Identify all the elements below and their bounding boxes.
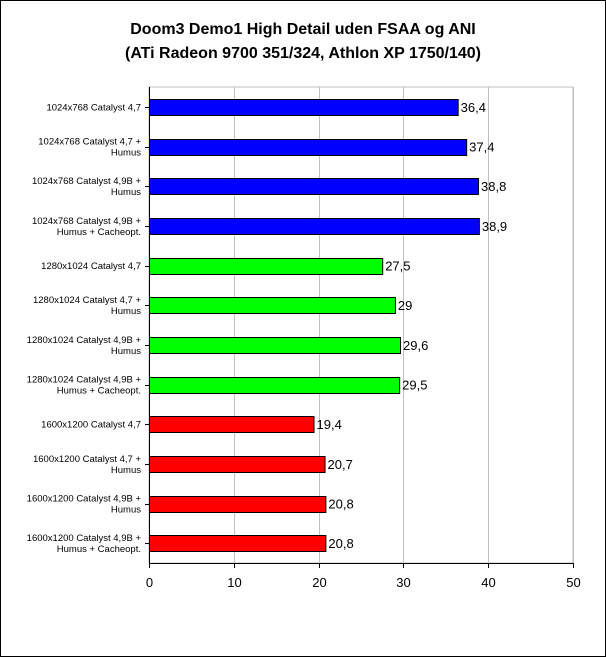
category-label: Humus + Cacheopt. <box>57 544 141 555</box>
category-label: 1280x1024 Catalyst 4,7 <box>41 261 141 272</box>
category-label: Humus <box>111 187 141 198</box>
value-label: 27,5 <box>385 259 410 274</box>
plot-area <box>148 86 574 564</box>
value-label: 20,8 <box>328 497 353 512</box>
category-label: Humus + Cacheopt. <box>57 227 141 238</box>
category-label: Humus <box>111 346 141 357</box>
bar <box>149 535 327 552</box>
category-label: Humus + Cacheopt. <box>57 386 141 397</box>
category-label: 1024x768 Catalyst 4,7 <box>46 102 141 113</box>
x-tick-label: 30 <box>396 575 410 590</box>
category-label: Humus <box>111 306 141 317</box>
value-label: 37,4 <box>469 140 494 155</box>
bar <box>149 218 480 235</box>
bar <box>149 297 396 314</box>
bars <box>149 99 480 552</box>
bar <box>149 456 326 473</box>
labels: 0 10 20 30 40 50 36,4 1024x768 Catalyst 4,7 37,4… <box>27 100 581 590</box>
value-label: 38,9 <box>482 219 507 234</box>
value-label: 36,4 <box>461 100 486 115</box>
category-label: Humus <box>111 148 141 159</box>
x-tick-label: 50 <box>566 575 580 590</box>
category-label: 1280x1024 Catalyst 4,9B + <box>27 375 142 386</box>
x-tick-label: 40 <box>481 575 495 590</box>
value-label: 38,8 <box>481 179 506 194</box>
category-label: 1280x1024 Catalyst 4,7 + <box>33 295 141 306</box>
category-label: Humus <box>111 465 141 476</box>
x-tick-label: 20 <box>312 575 326 590</box>
bar <box>149 178 480 195</box>
category-label: 1024x768 Catalyst 4,7 + <box>38 137 141 148</box>
bar <box>149 337 402 354</box>
value-label: 29 <box>398 298 412 313</box>
category-label: 1600x1200 Catalyst 4,9B + <box>27 533 142 544</box>
bar <box>149 139 468 156</box>
category-label: 1600x1200 Catalyst 4,7 + <box>33 454 141 465</box>
bar <box>149 258 384 275</box>
bar <box>149 377 401 394</box>
value-label: 29,5 <box>402 378 427 393</box>
category-label: 1280x1024 Catalyst 4,9B + <box>27 335 142 346</box>
x-tick-label: 0 <box>146 575 153 590</box>
value-label: 20,7 <box>328 457 353 472</box>
grid-lines <box>148 86 574 564</box>
x-tick-label: 10 <box>227 575 241 590</box>
chart-title-block: Doom3 Demo1 High Detail uden FSAA og ANI… <box>0 18 606 66</box>
category-label: 1600x1200 Catalyst 4,7 <box>41 420 141 431</box>
category-label: 1024x768 Catalyst 4,9B + <box>32 216 142 227</box>
value-label: 29,6 <box>403 338 428 353</box>
bar <box>149 496 327 513</box>
bar <box>149 99 459 116</box>
chart-title: Doom3 Demo1 High Detail uden FSAA og ANI <box>130 21 476 38</box>
value-label: 19,4 <box>317 417 342 432</box>
category-label: 1024x768 Catalyst 4,9B + <box>32 176 142 187</box>
category-label: 1600x1200 Catalyst 4,9B + <box>27 494 142 505</box>
axes <box>145 87 574 568</box>
chart-subtitle: (ATi Radeon 9700 351/324, Athlon XP 1750… <box>124 45 481 62</box>
value-label: 20,8 <box>328 536 353 551</box>
bar <box>149 416 315 433</box>
category-label: Humus <box>111 505 141 516</box>
